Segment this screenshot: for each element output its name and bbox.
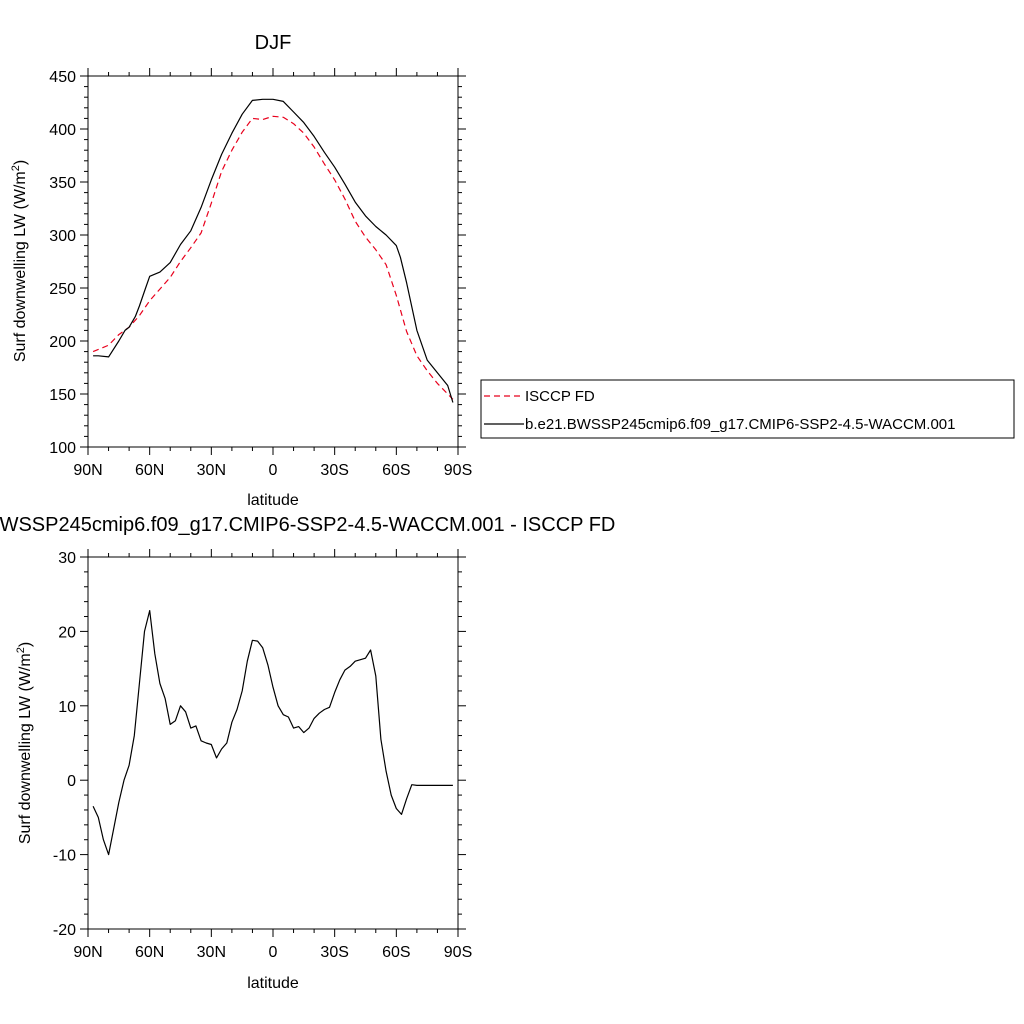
panel-title: b.e21.BWSSP245cmip6.f09_g17.CMIP6-SSP2-4… <box>0 514 615 536</box>
y-tick-label: 0 <box>67 773 76 790</box>
x-tick-label: 90N <box>73 462 102 479</box>
y-tick-label: 20 <box>58 624 76 641</box>
x-tick-label: 60N <box>135 462 164 479</box>
y-tick-label: 450 <box>49 69 76 86</box>
panel-mean-djf: DJF 90N 60N 30N 0 30S 60S 90S 450 400 350 300 250 20… <box>10 32 1015 509</box>
legend-box <box>480 379 1015 439</box>
y-tick-label: 150 <box>49 387 76 404</box>
x-tick-label: 90N <box>73 944 102 961</box>
x-tick-label: 60S <box>382 462 410 479</box>
x-axis-label: latitude <box>247 492 299 509</box>
y-tick-label: 300 <box>49 228 76 245</box>
x-tick-label: 30S <box>320 462 348 479</box>
x-tick-label: 30S <box>320 944 348 961</box>
y-tick-label: -20 <box>53 922 76 939</box>
y-tick-label: 200 <box>49 334 76 351</box>
series-line-isccp-fd <box>92 115 454 400</box>
y-axis-label: Surf downwelling LW (W/m2) <box>15 642 34 844</box>
y-axis-label: Surf downwelling LW (W/m2) <box>10 160 29 362</box>
plot-frame <box>87 75 459 448</box>
y-tick-label: 30 <box>58 550 76 567</box>
x-tick-label: 60S <box>382 944 410 961</box>
legend: ISCCP FD b.e21.BWSSP245cmip6.f09_g17.CMI… <box>480 379 1015 439</box>
series-line-difference <box>92 609 453 856</box>
panel-title: DJF <box>255 32 292 54</box>
y-tick-label: 400 <box>49 122 76 139</box>
y-tick-label: 10 <box>58 699 76 716</box>
legend-label-isccp: ISCCP FD <box>525 388 595 405</box>
legend-label-model: b.e21.BWSSP245cmip6.f09_g17.CMIP6-SSP2-4… <box>525 416 955 433</box>
x-tick-label: 90S <box>444 462 472 479</box>
x-tick-label: 90S <box>444 944 472 961</box>
x-tick-label: 60N <box>135 944 164 961</box>
x-tick-label: 0 <box>269 462 278 479</box>
y-tick-label: 100 <box>49 440 76 457</box>
x-tick-label: 30N <box>197 944 226 961</box>
plot-frame <box>87 556 459 930</box>
x-tick-label: 0 <box>269 944 278 961</box>
x-tick-label: 30N <box>197 462 226 479</box>
x-axis-label: latitude <box>247 975 299 992</box>
y-tick-label: 250 <box>49 281 76 298</box>
panel-difference: b.e21.BWSSP245cmip6.f09_g17.CMIP6-SSP2-4… <box>0 514 615 992</box>
y-tick-label: 350 <box>49 175 76 192</box>
series-line-model <box>93 98 454 403</box>
y-tick-label: -10 <box>53 848 76 865</box>
